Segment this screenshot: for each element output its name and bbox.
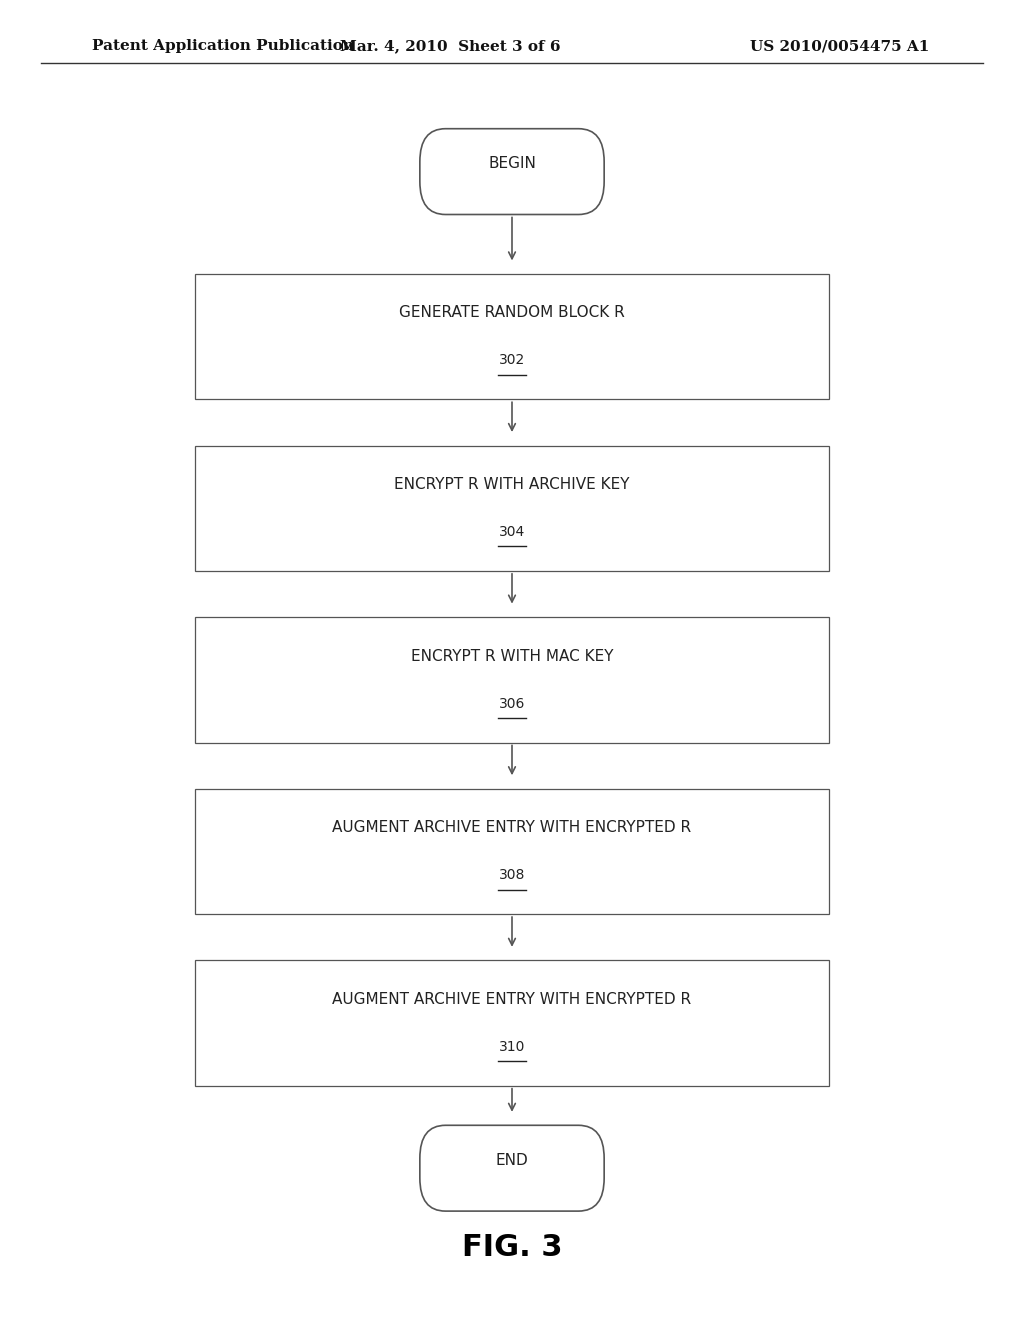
Text: BEGIN: BEGIN bbox=[488, 156, 536, 172]
Text: FIG. 3: FIG. 3 bbox=[462, 1233, 562, 1262]
Bar bbox=[195, 275, 829, 399]
Text: 302: 302 bbox=[499, 354, 525, 367]
FancyBboxPatch shape bbox=[420, 128, 604, 214]
Text: 304: 304 bbox=[499, 525, 525, 539]
Text: Mar. 4, 2010  Sheet 3 of 6: Mar. 4, 2010 Sheet 3 of 6 bbox=[340, 40, 561, 53]
Bar bbox=[195, 446, 829, 570]
Text: END: END bbox=[496, 1152, 528, 1168]
Text: ENCRYPT R WITH MAC KEY: ENCRYPT R WITH MAC KEY bbox=[411, 648, 613, 664]
Bar bbox=[195, 618, 829, 742]
Bar bbox=[195, 789, 829, 913]
Text: US 2010/0054475 A1: US 2010/0054475 A1 bbox=[750, 40, 930, 53]
Bar bbox=[195, 961, 829, 1085]
Text: GENERATE RANDOM BLOCK R: GENERATE RANDOM BLOCK R bbox=[399, 305, 625, 321]
Text: AUGMENT ARCHIVE ENTRY WITH ENCRYPTED R: AUGMENT ARCHIVE ENTRY WITH ENCRYPTED R bbox=[333, 991, 691, 1007]
Text: AUGMENT ARCHIVE ENTRY WITH ENCRYPTED R: AUGMENT ARCHIVE ENTRY WITH ENCRYPTED R bbox=[333, 820, 691, 836]
Text: 308: 308 bbox=[499, 869, 525, 882]
Text: 306: 306 bbox=[499, 697, 525, 710]
Text: Patent Application Publication: Patent Application Publication bbox=[92, 40, 354, 53]
Text: 310: 310 bbox=[499, 1040, 525, 1053]
FancyBboxPatch shape bbox=[420, 1125, 604, 1212]
Text: ENCRYPT R WITH ARCHIVE KEY: ENCRYPT R WITH ARCHIVE KEY bbox=[394, 477, 630, 492]
